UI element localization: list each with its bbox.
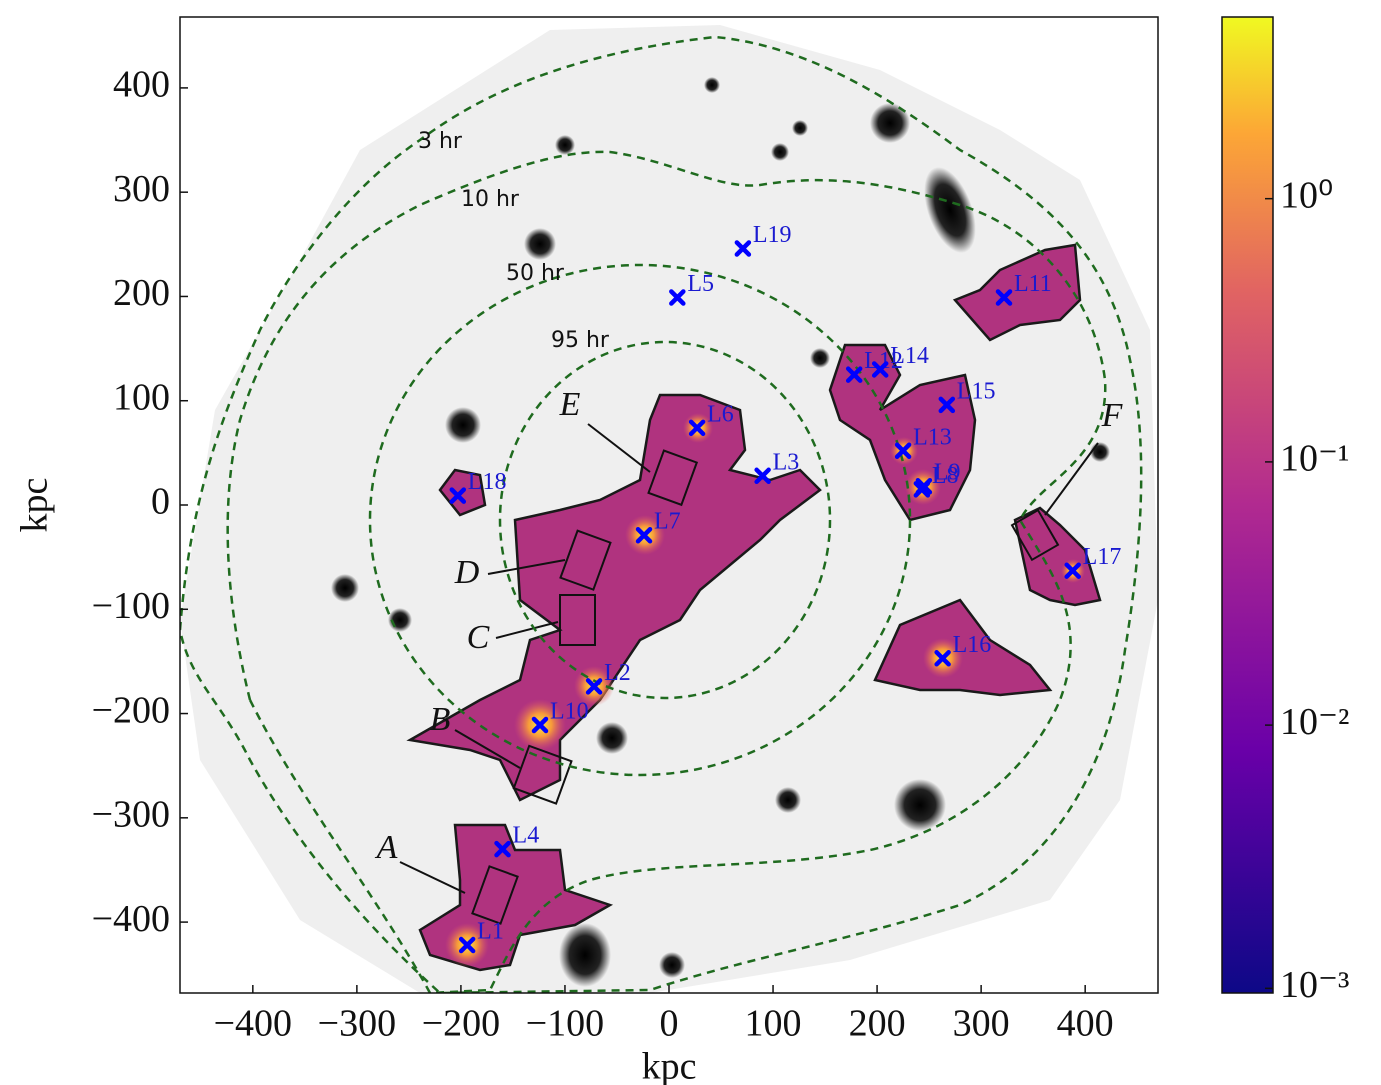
source-marker bbox=[635, 526, 653, 544]
source-label: L11 bbox=[1014, 271, 1052, 297]
y-tick-label: −100 bbox=[92, 585, 170, 627]
annotation: B bbox=[430, 701, 451, 738]
source-label: L1 bbox=[477, 919, 504, 945]
colorbar-tick-label: 10⁻³ bbox=[1280, 964, 1349, 1006]
colorbar-tick-label: 10⁰ bbox=[1280, 174, 1333, 216]
x-tick-label: 100 bbox=[745, 1003, 802, 1045]
x-tick-label: 0 bbox=[660, 1003, 679, 1045]
contour-3hr bbox=[180, 35, 1143, 993]
source-label: L4 bbox=[513, 823, 540, 849]
source-label: L16 bbox=[953, 632, 992, 658]
y-tick-label: −200 bbox=[92, 689, 170, 731]
source-marker bbox=[494, 840, 511, 858]
x-tick-label: −100 bbox=[526, 1003, 604, 1045]
contour-95hr bbox=[498, 340, 832, 700]
source-marker bbox=[915, 477, 933, 495]
y-tick-label: 400 bbox=[113, 64, 170, 106]
source-marker bbox=[669, 289, 686, 306]
source-label: L9 bbox=[934, 460, 961, 486]
source-label: L6 bbox=[707, 401, 734, 427]
y-tick-label: 300 bbox=[113, 168, 170, 210]
source-marker bbox=[934, 650, 951, 667]
x-tick-label: −300 bbox=[318, 1003, 396, 1045]
source-label: L14 bbox=[890, 343, 929, 369]
source-label: L19 bbox=[753, 222, 792, 248]
source-marker bbox=[995, 289, 1013, 306]
source-marker bbox=[845, 366, 863, 383]
source-marker bbox=[894, 442, 912, 460]
source-label: L15 bbox=[957, 378, 996, 404]
source-label: L10 bbox=[550, 699, 589, 725]
colorbar-tick-label: 10⁻¹ bbox=[1280, 438, 1349, 480]
image bbox=[180, 17, 1158, 993]
source-label: L3 bbox=[773, 449, 800, 475]
source-label: L2 bbox=[604, 660, 631, 686]
source-label: L8 bbox=[932, 463, 959, 489]
y-tick-label: −300 bbox=[92, 794, 170, 836]
y-tick-label: 0 bbox=[151, 481, 170, 523]
contour-label: 50 hr bbox=[506, 261, 565, 286]
contour-label: 95 hr bbox=[551, 328, 610, 353]
source-marker bbox=[734, 240, 752, 257]
x-tick-label: 200 bbox=[849, 1003, 906, 1045]
x-tick-label: 400 bbox=[1057, 1003, 1114, 1045]
y-tick-label: −400 bbox=[92, 898, 170, 940]
source-label: L5 bbox=[687, 271, 714, 297]
x-axis-label: kpc bbox=[642, 1046, 697, 1085]
x-tick-label: −400 bbox=[214, 1003, 292, 1045]
source-marker bbox=[871, 361, 889, 378]
contour-label: 3 hr bbox=[418, 129, 463, 154]
contour-label: 10 hr bbox=[461, 187, 520, 212]
annotation: D bbox=[454, 554, 480, 591]
contour-50hr bbox=[368, 263, 912, 777]
source-marker bbox=[531, 716, 549, 734]
annotation: C bbox=[467, 619, 490, 656]
source-marker bbox=[938, 396, 956, 414]
source-label: L18 bbox=[468, 469, 507, 495]
x-tick-label: 300 bbox=[953, 1003, 1010, 1045]
x-tick-label: −200 bbox=[422, 1003, 500, 1045]
colorbar-tick-label: 10⁻² bbox=[1280, 701, 1349, 743]
y-tick-label: 200 bbox=[113, 272, 170, 314]
source-marker bbox=[754, 467, 771, 485]
source-label: L17 bbox=[1083, 544, 1122, 570]
y-axis-label: kpc bbox=[14, 478, 56, 533]
contour-10hr bbox=[226, 150, 1107, 993]
annotation: A bbox=[375, 829, 398, 866]
source-marker bbox=[688, 419, 706, 437]
source-marker bbox=[458, 936, 476, 954]
colorbar bbox=[1221, 16, 1274, 994]
annotation: E bbox=[559, 386, 581, 423]
source-label: L7 bbox=[654, 509, 681, 535]
source-label: L13 bbox=[913, 424, 952, 450]
source-marker bbox=[1064, 562, 1081, 579]
source-marker bbox=[449, 487, 467, 504]
annotation: F bbox=[1101, 397, 1124, 434]
source-marker bbox=[585, 678, 603, 695]
y-tick-label: 100 bbox=[113, 376, 170, 418]
